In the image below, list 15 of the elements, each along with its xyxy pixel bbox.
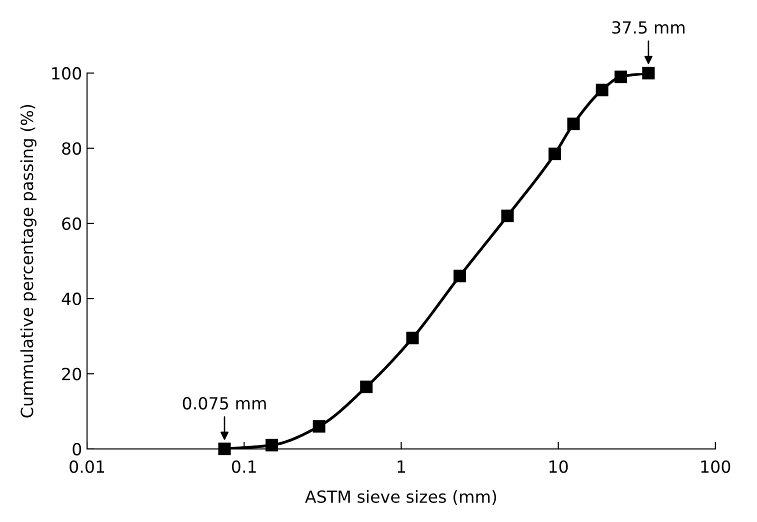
y-tick-label: 0 [72, 442, 82, 456]
y-tick-label: 80 [62, 142, 82, 155]
annotation: 37.5 mm [612, 21, 684, 34]
y-tick-label: 60 [62, 217, 82, 230]
y-tick-label: 40 [62, 292, 82, 306]
y-tick-label: 100 [52, 67, 82, 80]
x-tick-label: 10 [550, 460, 568, 473]
x-axis-title: ASTM sieve sizes (mm) [305, 490, 496, 505]
x-tick-label: 0.1 [232, 460, 256, 473]
x-tick-label: 1 [398, 460, 405, 473]
annotation: 0.075 mm [182, 396, 266, 410]
y-axis-title: Cummulative percentage passing (%) [20, 104, 36, 418]
x-tick-label: 0.01 [70, 460, 104, 473]
x-tick-label: 100 [701, 460, 730, 473]
y-tick-label: 20 [62, 368, 82, 380]
